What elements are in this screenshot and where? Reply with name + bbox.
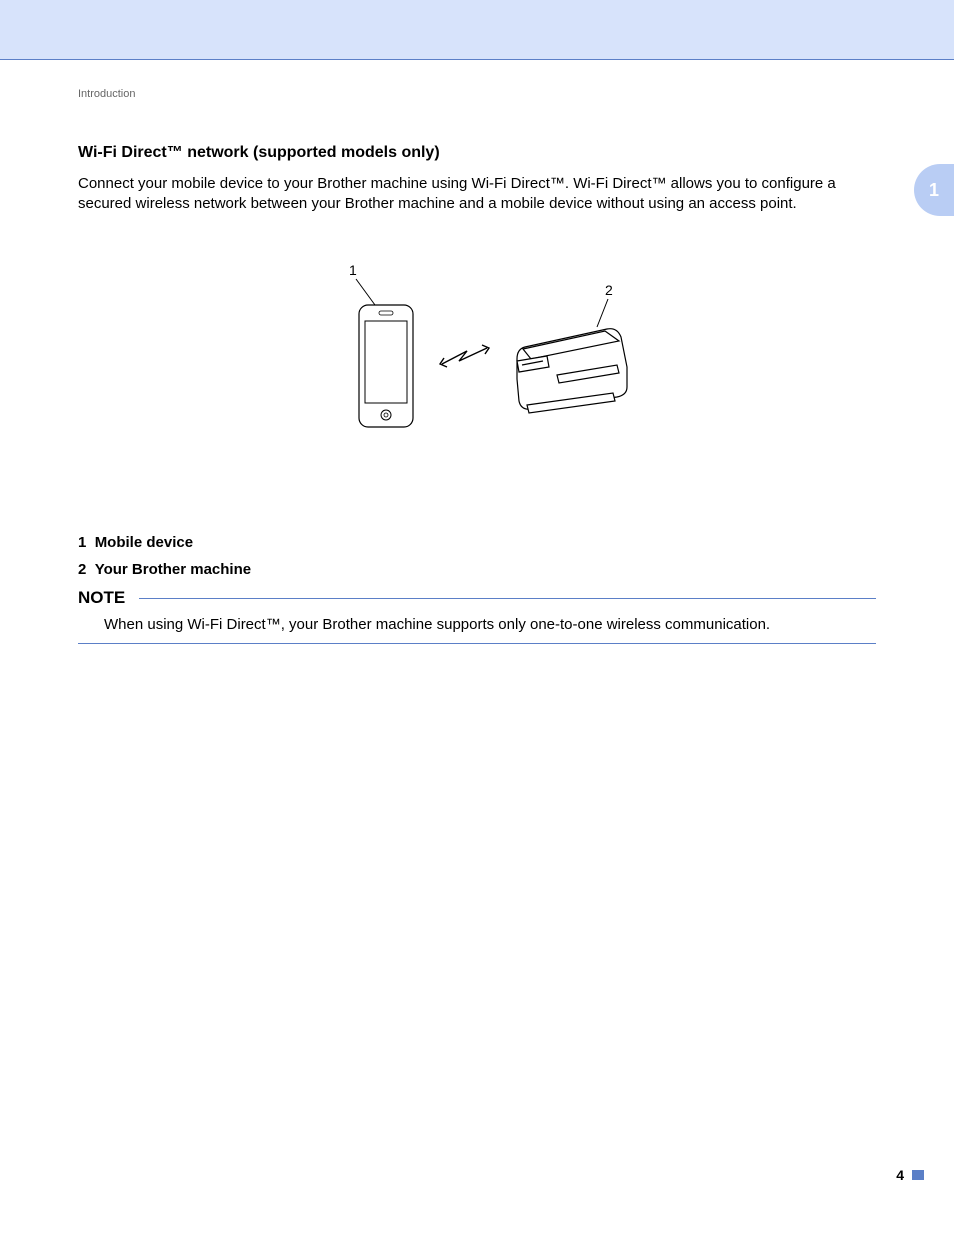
section-heading: Wi-Fi Direct™ network (supported models … bbox=[78, 144, 876, 162]
legend-1-num: 1 bbox=[78, 534, 86, 551]
note-block: NOTE When using Wi-Fi Direct™, your Brot… bbox=[78, 588, 876, 644]
page-number: 4 bbox=[896, 1167, 904, 1183]
intro-paragraph: Connect your mobile device to your Broth… bbox=[78, 174, 876, 215]
callout-2-line bbox=[597, 299, 608, 327]
callout-1-number: 1 bbox=[349, 262, 357, 278]
legend-item-2: 2 Your Brother machine bbox=[78, 561, 876, 578]
wifi-direct-diagram: 1 2 bbox=[78, 259, 876, 474]
printer-icon bbox=[517, 328, 627, 412]
smartphone-icon bbox=[359, 305, 413, 427]
legend-1-label: Mobile device bbox=[95, 534, 193, 551]
note-rule-top bbox=[139, 598, 876, 599]
page-content: Introduction Wi-Fi Direct™ network (supp… bbox=[0, 60, 954, 644]
top-banner bbox=[0, 0, 954, 60]
callout-2-number: 2 bbox=[605, 282, 613, 298]
wireless-bolt-icon bbox=[440, 345, 489, 367]
page-tick-icon bbox=[912, 1170, 924, 1180]
legend-item-1: 1 Mobile device bbox=[78, 534, 876, 551]
chapter-number: 1 bbox=[929, 180, 939, 201]
note-header: NOTE bbox=[78, 588, 876, 608]
callout-1-line bbox=[356, 279, 375, 305]
legend-2-label: Your Brother machine bbox=[95, 561, 251, 578]
note-body: When using Wi-Fi Direct™, your Brother m… bbox=[78, 608, 876, 643]
page-footer: 4 bbox=[896, 1167, 924, 1183]
breadcrumb: Introduction bbox=[78, 88, 876, 100]
diagram-legend: 1 Mobile device 2 Your Brother machine bbox=[78, 534, 876, 578]
diagram-svg: 1 2 bbox=[317, 259, 637, 469]
legend-2-num: 2 bbox=[78, 561, 86, 578]
note-rule-bottom bbox=[78, 643, 876, 644]
note-label: NOTE bbox=[78, 588, 139, 608]
